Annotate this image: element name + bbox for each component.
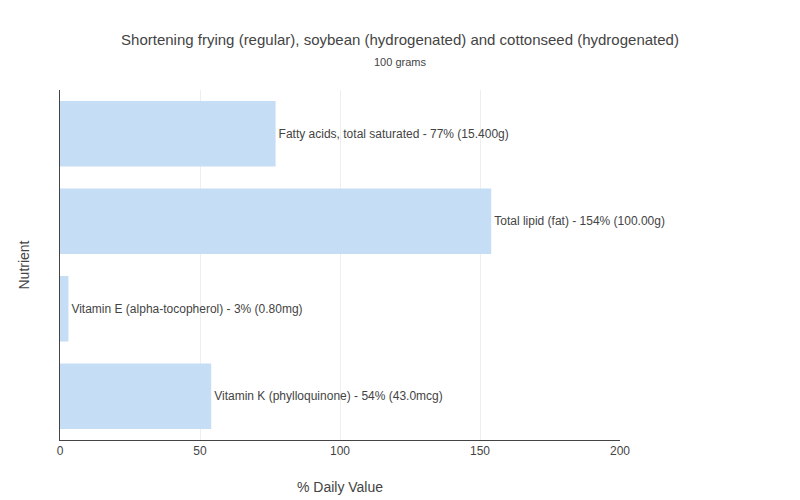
svg-text:100: 100	[330, 444, 350, 458]
svg-text:50: 50	[193, 444, 207, 458]
svg-text:Nutrient: Nutrient	[16, 240, 32, 289]
svg-text:Total lipid (fat) - 154% (100.: Total lipid (fat) - 154% (100.00g)	[494, 214, 665, 228]
svg-text:Vitamin E (alpha-tocopherol) -: Vitamin E (alpha-tocopherol) - 3% (0.80m…	[71, 302, 302, 316]
svg-text:Shortening frying (regular), s: Shortening frying (regular), soybean (hy…	[121, 31, 679, 48]
svg-text:Fatty acids, total saturated -: Fatty acids, total saturated - 77% (15.4…	[279, 127, 509, 141]
svg-text:100 grams: 100 grams	[374, 56, 426, 68]
svg-text:Vitamin K (phylloquinone) - 54: Vitamin K (phylloquinone) - 54% (43.0mcg…	[214, 389, 443, 403]
svg-text:0: 0	[57, 444, 64, 458]
svg-text:150: 150	[470, 444, 490, 458]
svg-text:% Daily Value: % Daily Value	[297, 479, 383, 495]
svg-text:200: 200	[610, 444, 630, 458]
